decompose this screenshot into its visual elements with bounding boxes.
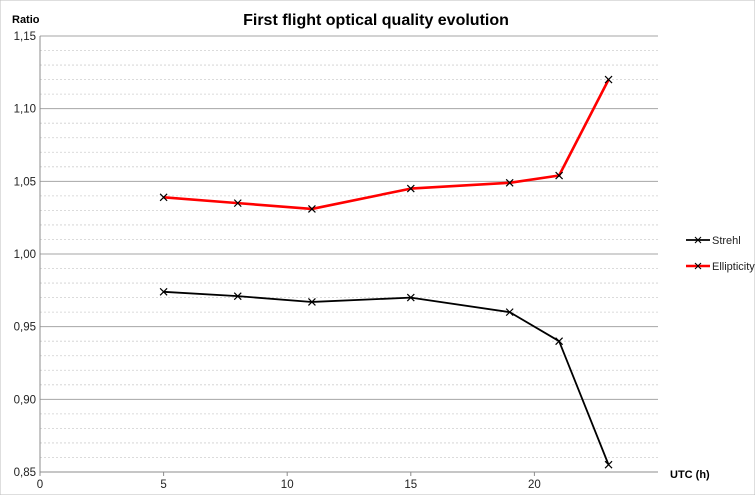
- point-marker-stroke: [159, 193, 168, 202]
- y-tick-label: 0,95: [14, 322, 36, 334]
- point-marker-stroke: [505, 308, 514, 317]
- y-tick-label: 1,15: [14, 31, 36, 43]
- x-tick-label: 5: [160, 479, 166, 491]
- y-tick-label: 1,00: [14, 249, 36, 261]
- point-marker-stroke: [555, 171, 564, 180]
- ellipticity-point: [604, 75, 613, 84]
- strehl-point: [159, 287, 168, 296]
- point-marker-stroke: [233, 199, 242, 208]
- legend-label-ellipticity: Ellipticity: [712, 261, 755, 273]
- legend-item-ellipticity: Ellipticity: [686, 261, 755, 273]
- x-axis-title: UTC (h): [670, 469, 710, 481]
- y-tick-label: 0,85: [14, 467, 36, 479]
- legend: Strehl Ellipticity: [686, 235, 755, 273]
- grid: [40, 35, 658, 458]
- legend-marker: [694, 236, 702, 244]
- strehl-point: [604, 460, 613, 469]
- ellipticity-point: [555, 171, 564, 180]
- point-marker-stroke: [233, 292, 242, 301]
- y-tick-label: 1,10: [14, 104, 36, 116]
- point-marker-stroke: [307, 205, 316, 213]
- point-marker-stroke: [406, 293, 415, 302]
- strehl-point: [406, 293, 415, 302]
- strehl-point: [555, 337, 564, 346]
- strehl-point: [307, 298, 316, 306]
- y-tick-label: 0,90: [14, 394, 36, 406]
- ellipticity-point: [406, 184, 415, 193]
- legend-label-strehl: Strehl: [712, 235, 741, 247]
- x-tick-label: 20: [528, 479, 541, 491]
- y-tick-labels: 0,85 0,90 0,95 1,00 1,05 1,10 1,15: [14, 31, 36, 479]
- point-marker-stroke: [604, 460, 613, 469]
- point-marker-stroke: [555, 337, 564, 346]
- ellipticity-point: [307, 205, 316, 213]
- point-marker-stroke: [505, 178, 514, 187]
- ellipticity-point: [159, 193, 168, 202]
- legend-marker: [694, 262, 702, 270]
- legend-item-strehl: Strehl: [686, 235, 741, 247]
- series: [159, 75, 613, 469]
- point-marker-stroke: [307, 298, 316, 306]
- point-marker-stroke: [604, 75, 613, 84]
- chart-title: First flight optical quality evolution: [243, 12, 509, 29]
- ellipticity-point: [233, 199, 242, 208]
- axes: [39, 36, 658, 473]
- x-tick-label: 0: [37, 479, 43, 491]
- strehl-point: [233, 292, 242, 301]
- y-tick-label: 1,05: [14, 176, 36, 188]
- x-tick-label: 10: [281, 479, 294, 491]
- ellipticity-point: [505, 178, 514, 187]
- x-tick-label: 15: [404, 479, 417, 491]
- x-tick-labels: 0 5 10 15 20: [37, 472, 541, 491]
- strehl-point: [505, 308, 514, 317]
- point-marker-stroke: [406, 184, 415, 193]
- point-marker-stroke: [159, 287, 168, 296]
- y-axis-title: Ratio: [12, 14, 40, 26]
